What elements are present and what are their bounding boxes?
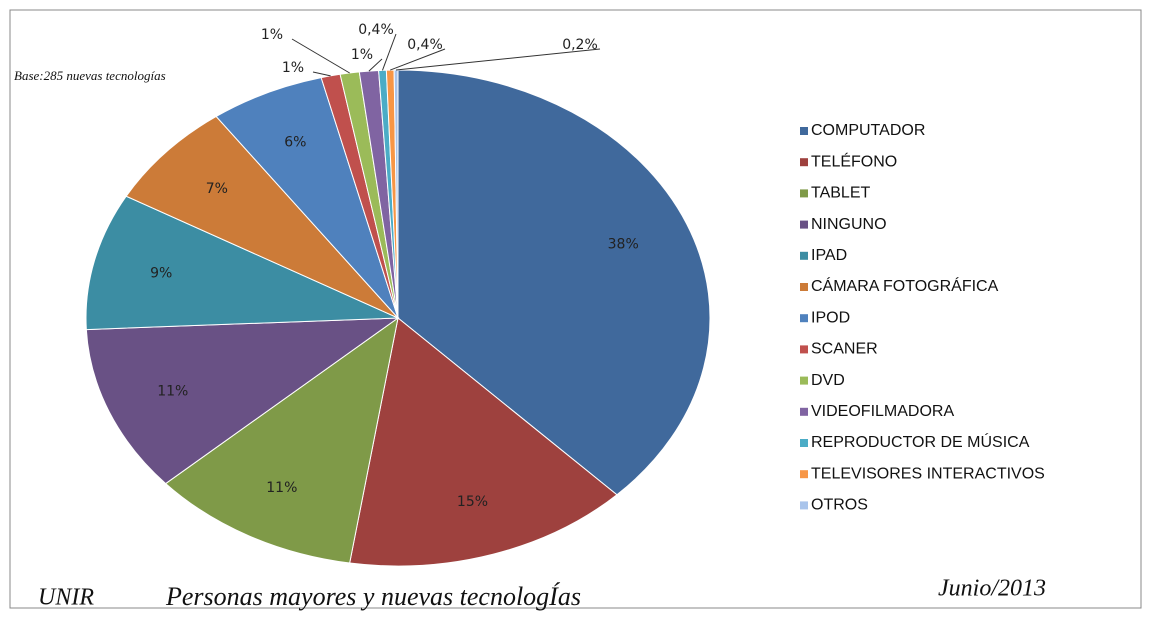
chart-subtitle: Base:285 nuevas tecnologías xyxy=(14,68,166,83)
leader-line xyxy=(312,71,331,77)
legend-swatch xyxy=(800,345,808,354)
data-label: 1% xyxy=(261,27,283,43)
pie-slice xyxy=(349,317,618,567)
legend-swatch xyxy=(800,439,808,447)
legend-label: TELEVISORES INTERACTIVOS xyxy=(811,465,1045,482)
legend-swatch xyxy=(800,158,808,167)
leader-line xyxy=(368,58,383,72)
legend-swatch xyxy=(800,376,808,385)
legend-label: TELÉFONO xyxy=(811,151,897,170)
legend-label: CÁMARA FOTOGRÁFICA xyxy=(811,276,999,295)
footer-title: Personas mayores y nuevas tecnologÍas xyxy=(165,582,581,611)
data-label: 0,4% xyxy=(358,22,394,38)
data-label: 11% xyxy=(266,480,297,496)
data-label: 15% xyxy=(457,494,488,510)
legend-label: NINGUNO xyxy=(811,216,887,233)
legend-label: TABLET xyxy=(811,185,871,202)
footer-date: Junio/2013 xyxy=(938,576,1046,602)
data-label: 1% xyxy=(351,47,373,63)
legend-label: VIDEOFILMADORA xyxy=(811,403,954,420)
pie-slice xyxy=(125,115,399,319)
legend-label: DVD xyxy=(811,372,845,389)
legend-label: COMPUTADOR xyxy=(811,122,925,139)
legend-swatch xyxy=(800,189,808,198)
legend-swatch xyxy=(800,220,808,229)
data-label: 1% xyxy=(282,60,304,76)
legend-swatch xyxy=(800,283,808,291)
leader-line xyxy=(382,33,397,71)
legend-swatch xyxy=(800,251,808,260)
legend-swatch xyxy=(800,470,808,479)
data-label: 0,4% xyxy=(407,37,443,53)
legend-label: REPRODUCTOR DE MÚSICA xyxy=(811,432,1030,451)
pie-slice xyxy=(397,69,711,496)
chart-frame xyxy=(9,9,1142,609)
data-label: 9% xyxy=(150,265,172,281)
data-label: 6% xyxy=(284,135,306,151)
data-label: 11% xyxy=(157,383,188,399)
data-label: 38% xyxy=(608,237,639,253)
legend-label: OTROS xyxy=(811,497,868,514)
footer-left: UNIR xyxy=(38,585,94,611)
leader-line xyxy=(396,48,601,71)
leader-line xyxy=(291,38,350,74)
data-label: 7% xyxy=(206,181,228,197)
legend-swatch xyxy=(800,127,808,135)
data-label: 0,2% xyxy=(562,37,598,53)
legend-swatch xyxy=(800,407,808,416)
pie-slice xyxy=(85,317,400,485)
leader-line xyxy=(390,48,446,71)
legend-swatch xyxy=(800,314,808,323)
legend-label: SCANER xyxy=(811,341,878,358)
pie-slice xyxy=(85,195,399,331)
legend-label: IPAD xyxy=(811,247,847,264)
pie-slice xyxy=(164,316,399,564)
legend-swatch xyxy=(800,501,808,510)
legend-label: IPOD xyxy=(811,309,850,326)
